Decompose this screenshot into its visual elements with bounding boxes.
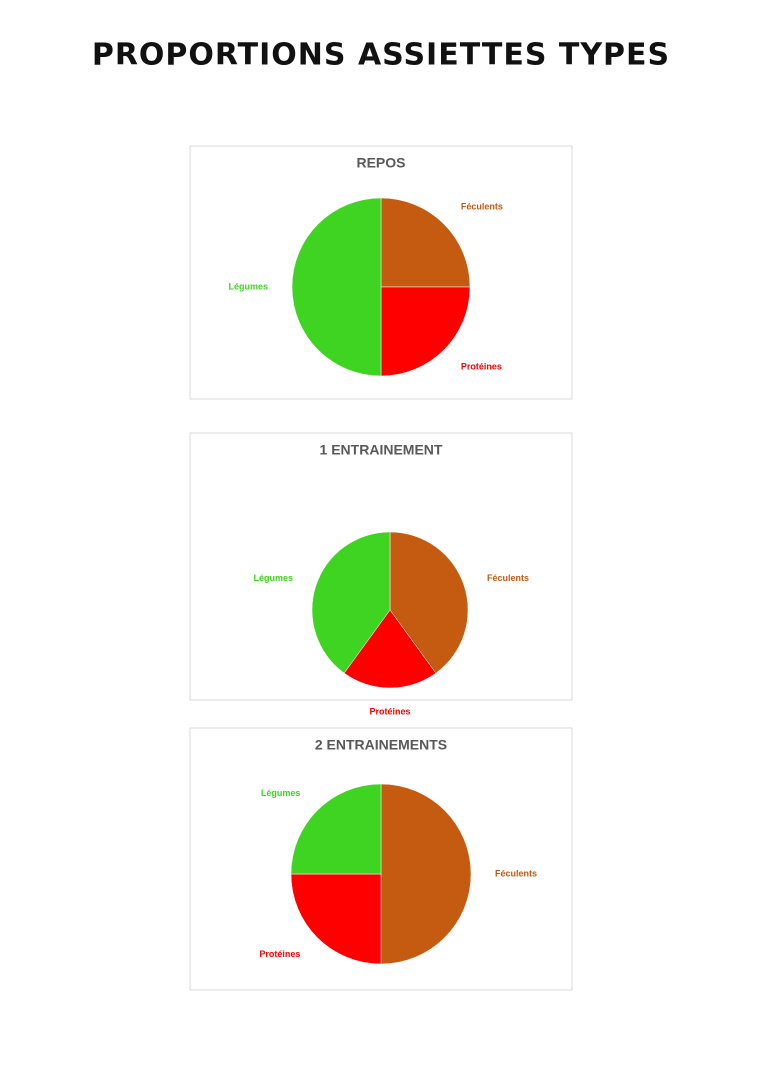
slice-label: Protéines <box>461 361 502 371</box>
pie-slice <box>291 197 382 377</box>
slice-label: Légumes <box>253 573 293 583</box>
slice-label: Protéines <box>369 706 410 716</box>
slice-label: Légumes <box>228 281 268 291</box>
pie-slice <box>311 531 391 674</box>
pie-slice <box>389 531 469 674</box>
pie-slice <box>290 783 382 875</box>
slice-label: Féculents <box>461 201 503 211</box>
chart-title: 1 ENTRAINEMENT <box>320 442 443 458</box>
pie-slice <box>343 609 437 689</box>
slice-label: Féculents <box>495 868 537 878</box>
slice-label: Féculents <box>487 573 529 583</box>
slice-label: Légumes <box>261 788 301 798</box>
chart-title: REPOS <box>356 155 405 171</box>
pie-slice <box>380 783 472 965</box>
pie-slice <box>380 286 471 377</box>
pie-slice <box>290 873 382 965</box>
page-title: PROPORTIONS ASSIETTES TYPES <box>92 38 670 73</box>
slice-label: Protéines <box>259 949 300 959</box>
chart-title: 2 ENTRAINEMENTS <box>315 737 447 753</box>
pie-slice <box>380 197 471 288</box>
